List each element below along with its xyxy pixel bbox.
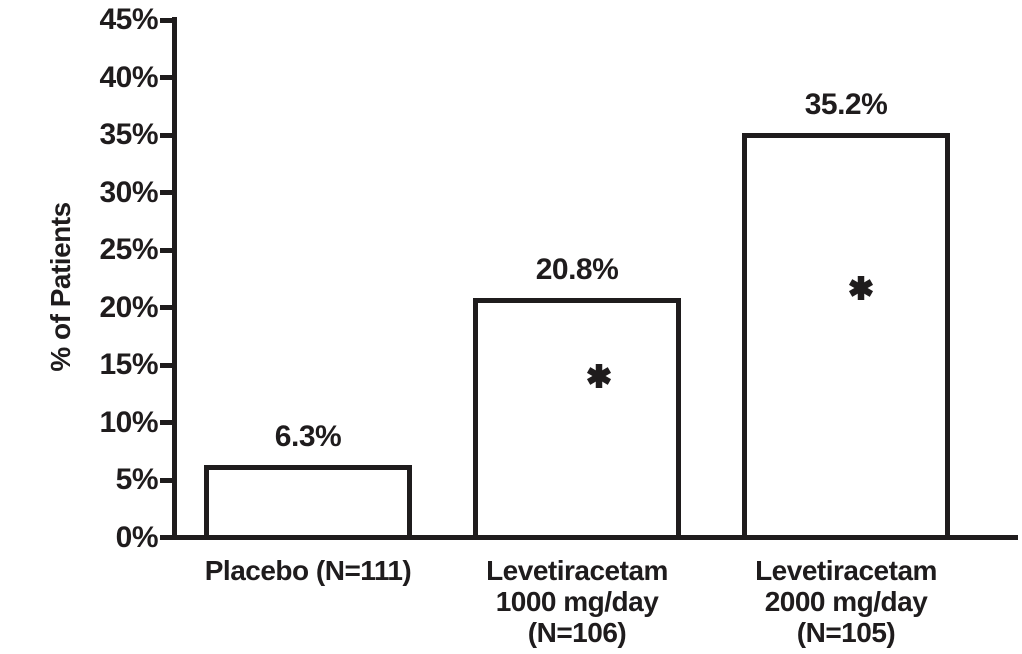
y-tick-mark bbox=[160, 420, 172, 425]
significance-asterisk-icon bbox=[586, 364, 612, 388]
x-category-label-line: (N=106) bbox=[527, 617, 627, 648]
x-category-label: Placebo (N=111) bbox=[158, 555, 458, 586]
x-category-label: Levetiracetam 2000 mg/day (N=105) bbox=[696, 555, 996, 648]
bar bbox=[742, 132, 950, 540]
x-category-label-line: (N=105) bbox=[796, 617, 896, 648]
y-tick-mark bbox=[160, 247, 172, 253]
x-category-label-line: 2000 mg/day bbox=[764, 586, 928, 617]
x-category-label-line: 1000 mg/day bbox=[495, 586, 659, 617]
y-tick-mark bbox=[160, 362, 172, 368]
y-tick-mark bbox=[160, 477, 172, 483]
x-category-label-line: Levetiracetam bbox=[755, 555, 937, 586]
bar-value-label: 6.3% bbox=[274, 420, 342, 454]
y-tick-mark bbox=[160, 305, 172, 310]
y-tick-label: 0% bbox=[115, 520, 159, 554]
y-tick-label: 15% bbox=[99, 348, 158, 381]
bar-value-label: 20.8% bbox=[535, 253, 619, 287]
y-tick-label: 40% bbox=[99, 60, 158, 94]
bar bbox=[473, 298, 681, 540]
y-tick-label: 5% bbox=[115, 463, 159, 496]
y-tick-label: 25% bbox=[99, 233, 158, 266]
y-tick-mark bbox=[160, 132, 172, 138]
y-tick-mark bbox=[160, 190, 172, 195]
bar bbox=[204, 465, 412, 540]
x-category-label-line: Placebo (N=111) bbox=[204, 555, 412, 586]
y-tick-label: 35% bbox=[99, 118, 158, 151]
y-tick-label: 45% bbox=[99, 3, 158, 36]
y-tick-label: 10% bbox=[99, 405, 158, 439]
x-category-label-line: Levetiracetam bbox=[486, 555, 668, 586]
x-category-label: Levetiracetam 1000 mg/day (N=106) bbox=[427, 555, 727, 648]
bar-value-label: 35.2% bbox=[804, 87, 888, 121]
y-tick-label: 30% bbox=[99, 175, 158, 209]
y-tick-mark bbox=[160, 535, 172, 540]
y-tick-mark bbox=[160, 17, 172, 23]
y-axis-line bbox=[172, 17, 177, 540]
y-tick-label: 20% bbox=[99, 290, 158, 324]
y-tick-mark bbox=[160, 75, 172, 80]
significance-asterisk-icon bbox=[848, 276, 874, 300]
